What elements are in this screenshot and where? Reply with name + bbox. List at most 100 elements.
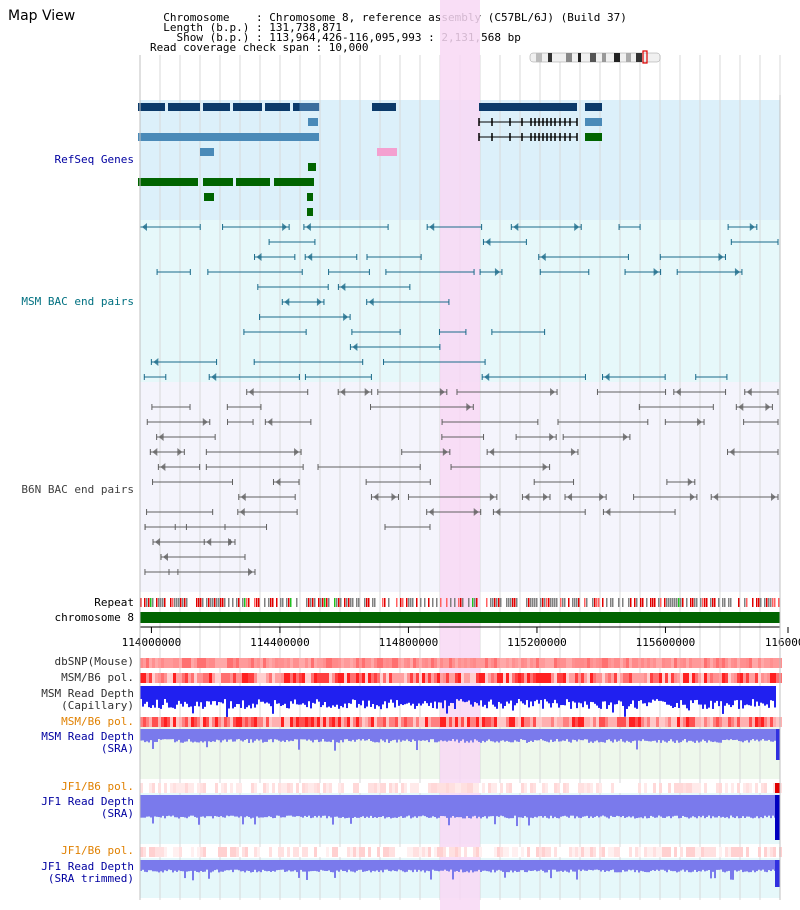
dbsnp-cell [464,658,467,668]
jf1-sra-depth-bar [446,795,448,818]
jf1-sra-depth-bar [582,795,584,817]
jf1-sra-depth-bar [752,795,754,819]
repeat-element [308,598,310,607]
repeat-element [254,598,256,607]
dbsnp-cell [305,658,308,668]
msm-sra-depth-bar [440,729,442,741]
jf1-sra-depth-bar [720,795,722,818]
jf1-pol2-cell [380,847,383,857]
gene-pink [377,148,397,156]
jf1-pol-cell [458,783,461,793]
bac-end-arrow [364,388,370,396]
msm-sra-depth-bar [762,729,764,740]
msm-pol-cell [488,673,491,683]
jf1-pol2-cell [665,847,668,857]
msm-cap-depth-bar [404,686,406,705]
msm-pol2-cell [506,717,509,727]
jf1-pol2-cell [362,847,365,857]
jf1-trim-depth-bar [176,860,178,872]
msm-pol-cell [683,673,686,683]
gene-arrow [308,118,312,126]
jf1-sra-depth-bar [554,795,556,817]
jf1-trim-depth-bar [386,860,388,870]
jf1-pol-cell [716,783,719,793]
msm-sra-depth-bar [478,729,480,742]
msm-pol2-cell [392,717,395,727]
msm-sra-depth-bar [732,729,734,741]
jf1-trim-depth-bar [368,860,370,871]
repeat-element [416,598,418,607]
jf1-pol-cell [476,783,479,793]
dbsnp-cell [668,658,671,668]
jf1-trim-depth-bar [592,860,594,871]
jf1-trim-depth-bar [738,860,740,871]
jf1-trim-depth-bar [620,860,622,873]
msm-cap-depth-bar [314,686,316,704]
jf1-trim-depth-bar [356,860,358,871]
msm-cap-depth-bar [610,686,612,703]
bac-end-arrow [158,433,164,441]
msm-pol-cell [581,673,584,683]
msm-pol-cell [404,673,407,683]
msm-cap-depth-bar [626,686,628,709]
repeat-element [400,598,402,607]
repeat-element [174,598,176,607]
jf1-pol2-cell [251,847,254,857]
dbsnp-cell [758,658,761,668]
msm-pol-cell [275,673,278,683]
msm-cap-depth-bar [576,686,578,709]
repeat-element [672,598,674,607]
msm-pol2-cell [749,717,752,727]
msm-cap-depth-bar [234,686,236,707]
dbsnp-cell [743,658,746,668]
msm-cap-depth-bar [418,686,420,704]
jf1-sra-depth-bar [750,795,752,818]
msm-pol2-cell [254,717,257,727]
jf1-pol-cell [488,783,491,793]
dbsnp-cell [461,658,464,668]
jf1-trim-depth-bar [744,860,746,872]
msm-pol-cell [548,673,551,683]
msm-sra-depth-bar [676,729,678,741]
msm-pol2-cell [668,717,671,727]
dbsnp-cell [353,658,356,668]
msm-sra-depth-bar [300,729,302,740]
jf1-trim-depth-bar [212,860,214,872]
jf1-pol-cell [566,783,569,793]
msm-cap-depth-bar [578,686,580,703]
msm-pol2-cell [674,717,677,727]
jf1-trim-depth-bar [348,860,350,870]
jf1-sra-depth-bar [682,795,684,816]
dbsnp-cell [494,658,497,668]
msm-cap-depth-bar [398,686,400,706]
jf1-trim-depth-bar [686,860,688,871]
msm-pol2-cell [521,717,524,727]
dbsnp-cell [143,658,146,668]
jf1-pol2-cell [398,847,401,857]
msm-sra-depth-bar [140,729,142,741]
dbsnp-cell [452,658,455,668]
repeat-element [602,598,604,607]
msm-sra-depth-bar [664,729,666,742]
msm-pol-cell [500,673,503,683]
jf1-sra-depth-bar [156,795,158,817]
msm-pol2-cell [158,717,161,727]
jf1-sra-depth-bar [474,795,476,816]
jf1-trim-depth-bar [468,860,470,873]
jf1-pol-cell [668,783,671,793]
msm-pol-cell [413,673,416,683]
dbsnp-cell [146,658,149,668]
msm-pol2-cell [329,717,332,727]
msm-sra-depth-bar [250,729,252,740]
msm-sra-depth-bar [764,729,766,741]
jf1-trim-depth-bar [344,860,346,872]
jf1-trim-depth-bar [614,860,616,873]
jf1-pol-cell [392,783,395,793]
jf1-sra-depth-bar [622,795,624,817]
msm-cap-depth-bar [220,686,222,703]
jf1-trim-depth-bar [450,860,452,870]
jf1-sra-depth-bar [160,795,162,818]
jf1-trim-depth-bar [760,860,762,871]
msm-cap-depth-bar [712,686,714,709]
msm-cap-depth-bar [454,686,456,709]
